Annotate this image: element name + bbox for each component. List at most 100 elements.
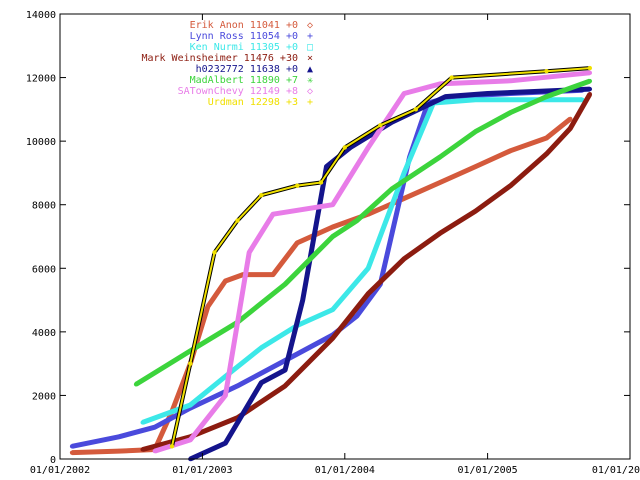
y-axis: 0 2000 4000 6000 8000 10000 12000 14000	[26, 10, 630, 466]
legend-marker: +	[307, 97, 313, 108]
data-point	[342, 145, 348, 150]
data-point	[330, 224, 335, 230]
data-point	[69, 450, 75, 455]
plot-area-frame	[59, 13, 631, 460]
data-point	[473, 164, 478, 169]
y-tick-label: 8000	[32, 201, 56, 212]
data-point	[169, 444, 175, 449]
legend-entry: Mark Weinsheimer 11476 +30 ×	[141, 53, 313, 64]
data-point	[140, 420, 145, 425]
data-point	[259, 345, 264, 350]
data-point	[508, 110, 513, 115]
y-tick-label: 2000	[32, 391, 56, 402]
data-point	[401, 256, 407, 261]
data-point	[568, 126, 573, 131]
data-point	[259, 380, 264, 385]
data-point	[366, 291, 371, 296]
y-tick-label: 0	[50, 455, 56, 466]
data-point	[378, 123, 383, 128]
legend: Erik Anon 11041 +0 ◇Lynn Ross 11054 +0 +Ke…	[141, 20, 313, 108]
legend-entry: SATownChevy 12149 +8 ◇	[178, 86, 313, 97]
data-point	[295, 240, 300, 246]
data-point	[152, 425, 158, 430]
data-point	[568, 116, 573, 122]
legend-label: SATownChevy 12149 +8	[178, 86, 298, 97]
data-point	[282, 367, 288, 373]
series-Erik Anon	[69, 116, 573, 456]
data-point	[235, 218, 240, 223]
series-line	[72, 116, 572, 456]
data-point	[587, 78, 593, 84]
legend-marker: ◇	[307, 20, 313, 31]
data-point	[247, 250, 252, 255]
data-point	[544, 94, 549, 99]
data-point	[366, 266, 371, 271]
data-point	[437, 231, 443, 236]
data-point	[140, 447, 145, 452]
data-point	[485, 91, 490, 96]
data-point	[366, 145, 371, 150]
data-point	[270, 272, 276, 277]
series-Mark Weinsheimer	[140, 92, 593, 452]
legend-marker: ✳	[307, 75, 313, 86]
legend-label: Ken Nurmi 11305 +0	[190, 42, 298, 53]
data-point	[587, 70, 593, 76]
y-tick-label: 10000	[26, 137, 56, 148]
data-point	[544, 151, 549, 157]
data-point	[295, 183, 300, 188]
data-point	[235, 383, 240, 389]
series-line	[134, 78, 591, 387]
x-tick-label: 01/01/2005	[457, 465, 517, 476]
data-point	[443, 94, 448, 99]
data-point	[69, 444, 75, 449]
series-SATownChevy	[152, 70, 593, 454]
x-axis: 01/01/2002 01/01/2003 01/01/2004 01/01/2005…	[30, 14, 640, 476]
data-point	[324, 164, 329, 169]
data-point	[133, 382, 139, 387]
data-point	[587, 92, 593, 97]
data-point	[508, 183, 513, 188]
data-point	[212, 250, 217, 255]
data-point	[401, 170, 407, 176]
data-point	[282, 383, 288, 389]
data-point	[300, 297, 305, 303]
data-point	[401, 91, 407, 96]
data-point	[508, 148, 513, 153]
data-point	[401, 196, 407, 201]
legend-marker: +	[307, 31, 313, 42]
data-point	[205, 304, 211, 309]
data-point	[354, 218, 360, 223]
y-tick-label: 12000	[26, 74, 56, 85]
series-MadAlbert	[133, 78, 593, 387]
series-Urdman	[169, 65, 593, 449]
legend-entry: MadAlbert 11890 +7 ✳	[190, 75, 313, 86]
x-tick-label: 01/01/2004	[315, 465, 375, 476]
data-point	[473, 97, 478, 103]
data-point	[188, 437, 193, 443]
data-point	[473, 208, 478, 214]
data-point	[354, 313, 360, 319]
data-point	[330, 234, 335, 239]
legend-entry: h0232772 11638 +0 ▲	[196, 64, 313, 75]
data-point	[330, 307, 335, 312]
data-point	[152, 448, 158, 454]
data-point	[116, 434, 122, 439]
data-point	[318, 180, 324, 185]
data-point	[449, 75, 454, 80]
data-point	[330, 336, 335, 341]
data-point	[413, 107, 419, 112]
data-point	[389, 186, 395, 192]
data-point	[587, 86, 593, 92]
data-point	[188, 361, 193, 366]
legend-label: Mark Weinsheimer 11476 +30	[141, 53, 298, 64]
y-tick-label: 6000	[32, 264, 56, 275]
legend-label: MadAlbert 11890 +7	[190, 75, 298, 86]
data-point	[282, 281, 288, 287]
data-point	[437, 154, 443, 160]
legend-label: Urdman 12298 +3	[208, 97, 298, 108]
series-line	[71, 87, 583, 449]
legend-label: Lynn Ross 11054 +0	[190, 31, 298, 42]
x-tick-label: 01/01/2002	[30, 465, 90, 476]
legend-entry: Urdman 12298 +3 +	[208, 97, 313, 108]
